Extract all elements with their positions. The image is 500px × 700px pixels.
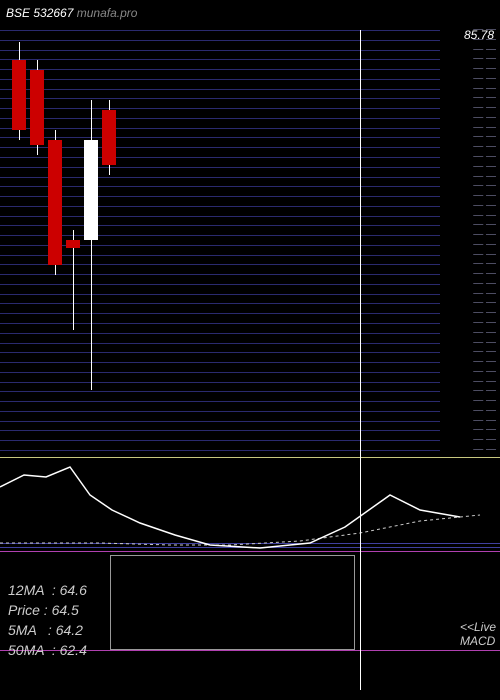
grid-line [0,137,440,138]
grid-line [0,333,440,334]
last-price-label: 85.78 [464,28,494,42]
chart-title: BSE 532667 munafa.pro [6,6,137,20]
grid-line [0,118,440,119]
candle-body [30,70,44,145]
grid-line [0,372,440,373]
candle-body [84,140,98,240]
grid-line [0,206,440,207]
macd-label-line2: MACD [460,634,496,648]
grid-line [0,30,440,31]
candle-body [66,240,80,248]
grid-line [0,284,440,285]
grid-line [0,186,440,187]
grid-line [0,421,440,422]
stat-row: 5MA : 64.2 [8,620,87,640]
grid-line [0,50,440,51]
grid-line [0,216,440,217]
candle-body [12,60,26,130]
grid-line [0,255,440,256]
macd-label-line1: <<Live [460,620,496,634]
grid-line [0,147,440,148]
stat-row: 12MA : 64.6 [8,580,87,600]
grid-line [0,430,440,431]
grid-line [0,69,440,70]
grid-line [0,89,440,90]
grid-line [0,167,440,168]
stock-chart: BSE 532667 munafa.pro 85.78 — —— —— —— —… [0,0,500,700]
grid-line [0,157,440,158]
grid-line [0,196,440,197]
grid-line [0,274,440,275]
grid-line [0,225,440,226]
grid-line [0,294,440,295]
stat-row: 50MA : 62.4 [8,640,87,660]
grid-line [0,343,440,344]
grid-line [0,108,440,109]
grid-line [0,303,440,304]
signal-line [0,515,480,545]
site-label: munafa.pro [77,6,138,20]
vertical-divider [360,30,361,690]
grid-line [0,128,440,129]
y-axis-label: — — [473,445,496,455]
grid-line [0,235,440,236]
grid-line [0,391,440,392]
macd-line [0,467,460,548]
macd-label: <<Live MACD [460,620,496,648]
candle-body [102,110,116,165]
grid-line [0,450,440,451]
stat-row: Price : 64.5 [8,600,87,620]
grid-line [0,382,440,383]
grid-line [0,264,440,265]
grid-line [0,59,440,60]
grid-line [0,440,440,441]
grid-line [0,177,440,178]
grid-line [0,401,440,402]
grid-line [0,362,440,363]
grid-line [0,40,440,41]
grid-line [0,352,440,353]
main-chart-panel: — —— —— —— —— —— —— —— —— —— —— —— —— ——… [0,0,500,455]
grid-line [0,79,440,80]
grid-line [0,323,440,324]
grid-line [0,313,440,314]
grid-line [0,98,440,99]
indicator-panel: 12MA : 64.6Price : 64.55MA : 64.250MA : … [0,455,500,700]
symbol-label: BSE 532667 [6,6,73,20]
grid-line [0,411,440,412]
candle-body [48,140,62,265]
stats-block: 12MA : 64.6Price : 64.55MA : 64.250MA : … [8,580,87,660]
highlight-box [110,555,355,650]
